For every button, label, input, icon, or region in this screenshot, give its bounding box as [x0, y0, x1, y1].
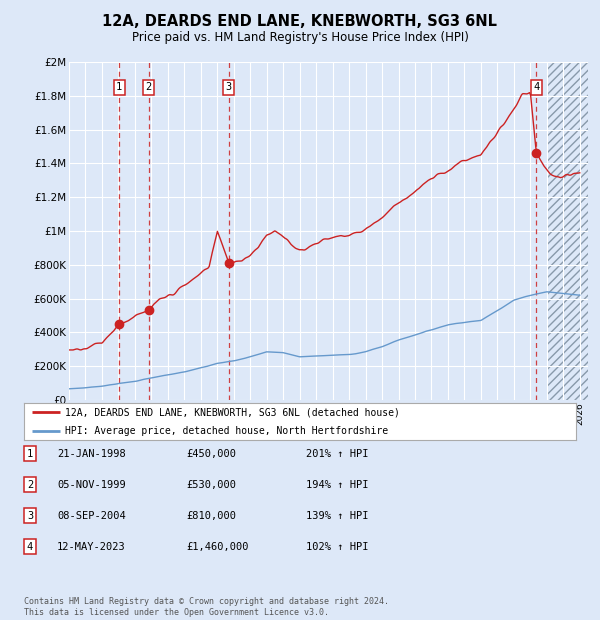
- Text: 1: 1: [27, 449, 33, 459]
- Text: £530,000: £530,000: [186, 480, 236, 490]
- Text: Price paid vs. HM Land Registry's House Price Index (HPI): Price paid vs. HM Land Registry's House …: [131, 31, 469, 43]
- Text: 3: 3: [226, 82, 232, 92]
- Text: 2: 2: [27, 480, 33, 490]
- Text: 2: 2: [146, 82, 152, 92]
- Text: 08-SEP-2004: 08-SEP-2004: [57, 511, 126, 521]
- Text: 12-MAY-2023: 12-MAY-2023: [57, 542, 126, 552]
- Text: 194% ↑ HPI: 194% ↑ HPI: [306, 480, 368, 490]
- Text: 3: 3: [27, 511, 33, 521]
- Text: 1: 1: [116, 82, 122, 92]
- Text: 12A, DEARDS END LANE, KNEBWORTH, SG3 6NL (detached house): 12A, DEARDS END LANE, KNEBWORTH, SG3 6NL…: [65, 407, 400, 417]
- Text: 21-JAN-1998: 21-JAN-1998: [57, 449, 126, 459]
- Text: £450,000: £450,000: [186, 449, 236, 459]
- Text: 05-NOV-1999: 05-NOV-1999: [57, 480, 126, 490]
- Text: 139% ↑ HPI: 139% ↑ HPI: [306, 511, 368, 521]
- Text: 102% ↑ HPI: 102% ↑ HPI: [306, 542, 368, 552]
- Text: 4: 4: [533, 82, 539, 92]
- Text: £1,460,000: £1,460,000: [186, 542, 248, 552]
- Text: HPI: Average price, detached house, North Hertfordshire: HPI: Average price, detached house, Nort…: [65, 426, 389, 436]
- Text: 12A, DEARDS END LANE, KNEBWORTH, SG3 6NL: 12A, DEARDS END LANE, KNEBWORTH, SG3 6NL: [103, 14, 497, 29]
- Bar: [547, 62, 588, 400]
- Text: 4: 4: [27, 542, 33, 552]
- Text: 201% ↑ HPI: 201% ↑ HPI: [306, 449, 368, 459]
- Text: £810,000: £810,000: [186, 511, 236, 521]
- Text: Contains HM Land Registry data © Crown copyright and database right 2024.
This d: Contains HM Land Registry data © Crown c…: [24, 598, 389, 617]
